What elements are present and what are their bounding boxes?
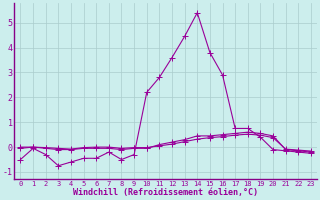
X-axis label: Windchill (Refroidissement éolien,°C): Windchill (Refroidissement éolien,°C): [73, 188, 258, 197]
